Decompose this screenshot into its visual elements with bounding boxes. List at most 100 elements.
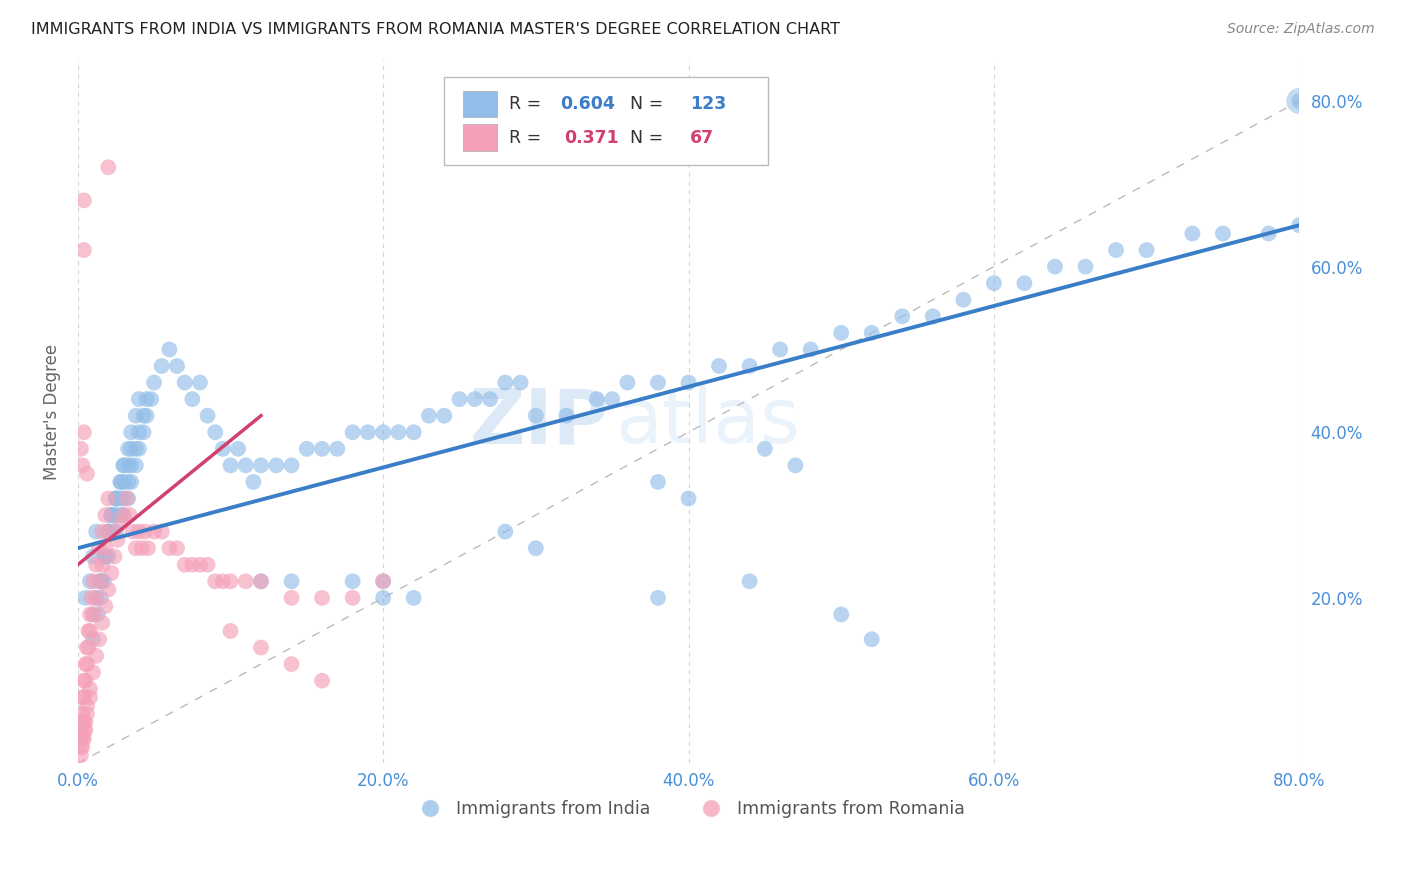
Point	[738, 359, 761, 373]
Point	[219, 624, 242, 638]
Point	[250, 574, 273, 589]
Point	[82, 632, 104, 647]
Point	[1288, 94, 1310, 108]
Text: atlas: atlas	[616, 385, 800, 459]
Point	[678, 376, 700, 390]
Point	[402, 591, 425, 605]
Text: 0.371: 0.371	[564, 128, 619, 146]
Point	[79, 607, 101, 622]
Point	[1257, 227, 1279, 241]
Point	[128, 442, 150, 456]
Point	[647, 475, 669, 489]
Point	[1014, 276, 1036, 290]
Point	[97, 491, 120, 506]
Point	[104, 491, 127, 506]
Point	[132, 409, 155, 423]
Point	[135, 392, 157, 406]
Point	[97, 549, 120, 564]
Point	[84, 558, 107, 572]
Point	[754, 442, 776, 456]
Point	[77, 624, 100, 638]
Text: 123: 123	[690, 95, 725, 113]
Point	[373, 574, 395, 589]
Point	[120, 425, 142, 440]
Point	[110, 516, 132, 531]
Point	[118, 508, 141, 522]
Point	[94, 549, 117, 564]
Point	[280, 458, 302, 473]
Point	[128, 425, 150, 440]
Point	[387, 425, 409, 440]
Point	[311, 673, 333, 688]
Point	[82, 549, 104, 564]
Point	[295, 442, 318, 456]
Point	[76, 640, 98, 655]
Point	[769, 343, 792, 357]
Text: N =: N =	[619, 128, 673, 146]
Point	[524, 409, 547, 423]
Point	[311, 591, 333, 605]
Point	[494, 376, 516, 390]
Point	[75, 714, 97, 729]
Point	[97, 524, 120, 539]
Point	[1105, 243, 1128, 257]
Point	[373, 591, 395, 605]
Point	[76, 467, 98, 481]
Point	[181, 558, 204, 572]
Legend: Immigrants from India, Immigrants from Romania: Immigrants from India, Immigrants from R…	[405, 793, 972, 825]
Point	[125, 458, 148, 473]
Point	[72, 690, 94, 705]
Point	[72, 731, 94, 746]
Point	[94, 508, 117, 522]
Point	[785, 458, 807, 473]
Point	[110, 475, 132, 489]
Point	[707, 359, 730, 373]
Point	[600, 392, 623, 406]
Point	[509, 376, 531, 390]
Point	[524, 541, 547, 556]
Point	[86, 607, 108, 622]
Point	[373, 425, 395, 440]
Point	[250, 458, 273, 473]
Point	[131, 541, 153, 556]
Point	[125, 409, 148, 423]
Point	[128, 392, 150, 406]
Point	[84, 648, 107, 663]
Point	[101, 524, 124, 539]
Point	[197, 558, 219, 572]
Point	[326, 442, 349, 456]
Text: N =: N =	[619, 95, 669, 113]
Point	[891, 310, 914, 324]
Point	[73, 690, 96, 705]
Point	[69, 739, 91, 754]
Point	[73, 714, 96, 729]
Point	[79, 690, 101, 705]
Point	[75, 591, 97, 605]
Point	[188, 376, 211, 390]
Point	[479, 392, 502, 406]
Point	[100, 508, 122, 522]
Point	[75, 673, 97, 688]
Point	[97, 524, 120, 539]
Point	[112, 491, 135, 506]
FancyBboxPatch shape	[444, 78, 768, 165]
Point	[91, 615, 114, 630]
Point	[402, 425, 425, 440]
Point	[173, 558, 195, 572]
Point	[357, 425, 380, 440]
Point	[983, 276, 1005, 290]
Point	[211, 442, 233, 456]
Point	[616, 376, 638, 390]
Y-axis label: Master's Degree: Master's Degree	[44, 343, 60, 480]
Point	[90, 574, 112, 589]
Point	[73, 673, 96, 688]
Point	[120, 442, 142, 456]
Point	[1135, 243, 1157, 257]
Point	[647, 591, 669, 605]
Point	[219, 574, 242, 589]
Point	[73, 731, 96, 746]
Bar	[463, 124, 496, 151]
Point	[181, 392, 204, 406]
Point	[235, 574, 257, 589]
Point	[110, 491, 132, 506]
